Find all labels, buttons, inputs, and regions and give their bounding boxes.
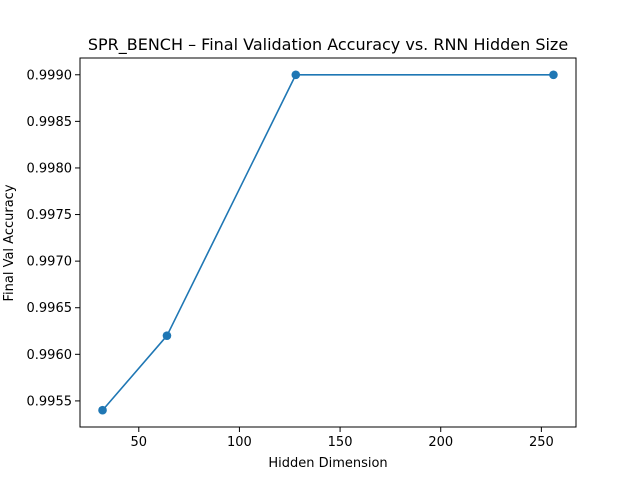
y-tick-label: 0.9975 [27,208,73,223]
data-point [291,70,301,80]
y-tick-label: 0.9990 [27,68,73,83]
y-tick-label: 0.9980 [27,161,73,176]
y-axis: 0.9955 0.9960 0.9965 0.9970 0.9975 0.9980 0.99… [27,68,80,409]
x-tick-label: 200 [428,435,453,450]
data-point [98,405,107,415]
x-tick-label: 250 [529,435,554,450]
data-point [162,331,172,340]
x-tick-label: 150 [328,435,353,450]
y-tick-label: 0.9960 [27,348,73,363]
x-axis: 50 100 150 200 250 [131,427,554,450]
y-tick-label: 0.9965 [27,301,73,316]
x-tick-label: 100 [227,435,252,450]
y-tick-label: 0.9970 [27,255,73,270]
x-tick-label: 50 [131,435,148,450]
x-axis-label: Hidden Dimension [268,456,387,471]
chart-title: SPR_BENCH – Final Validation Accuracy vs… [88,35,568,55]
plot-frame [79,57,577,428]
y-tick-label: 0.9955 [27,394,73,409]
plot-area [98,70,558,415]
y-axis-label: Final Val Accuracy [2,184,17,301]
y-tick-label: 0.9985 [27,115,73,130]
data-point [549,70,558,80]
series-line [101,73,554,411]
